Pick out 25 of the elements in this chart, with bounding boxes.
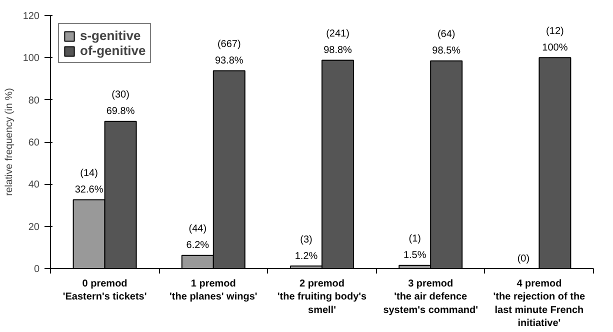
x-tick-label: 1 premod 'the planes' wings' [170, 278, 258, 303]
data-label: (30) 69.8% [106, 90, 135, 118]
data-label: (44) 6.2% [186, 224, 210, 252]
x-tick-label: 4 premod 'the rejection of the last minute French initiative' [493, 278, 586, 330]
y-tick-label: 100 [22, 53, 40, 64]
data-label: (3) 1.2% [294, 234, 318, 262]
data-label: (0) [517, 253, 530, 264]
x-tick-label: 2 premod 'the fruiting body's smell' [277, 278, 368, 316]
y-tick-label: 0 [34, 264, 40, 275]
y-axis-title: relative frequency (in %) [4, 88, 15, 196]
legend-label: s-genitive [80, 28, 141, 43]
legend-label: of-genitive [80, 43, 146, 58]
y-tick-label: 120 [22, 11, 40, 22]
y-tick-label: 80 [28, 95, 40, 106]
data-label: (241) 98.8% [324, 28, 352, 56]
data-label: (64) 98.5% [432, 29, 461, 57]
y-tick-label: 40 [28, 180, 40, 191]
y-tick-label: 20 [28, 222, 40, 233]
x-tick-label: 0 premod 'Eastern's tickets' [62, 278, 147, 303]
data-label: (14) 32.6% [74, 168, 104, 196]
data-label: (12) 100% [542, 26, 568, 54]
data-label: (667) 93.8% [214, 39, 244, 67]
x-tick-label: 3 premod 'the air defence system's command' [383, 278, 478, 316]
y-tick-label: 60 [28, 138, 40, 148]
data-label: (1) 1.5% [403, 234, 426, 262]
